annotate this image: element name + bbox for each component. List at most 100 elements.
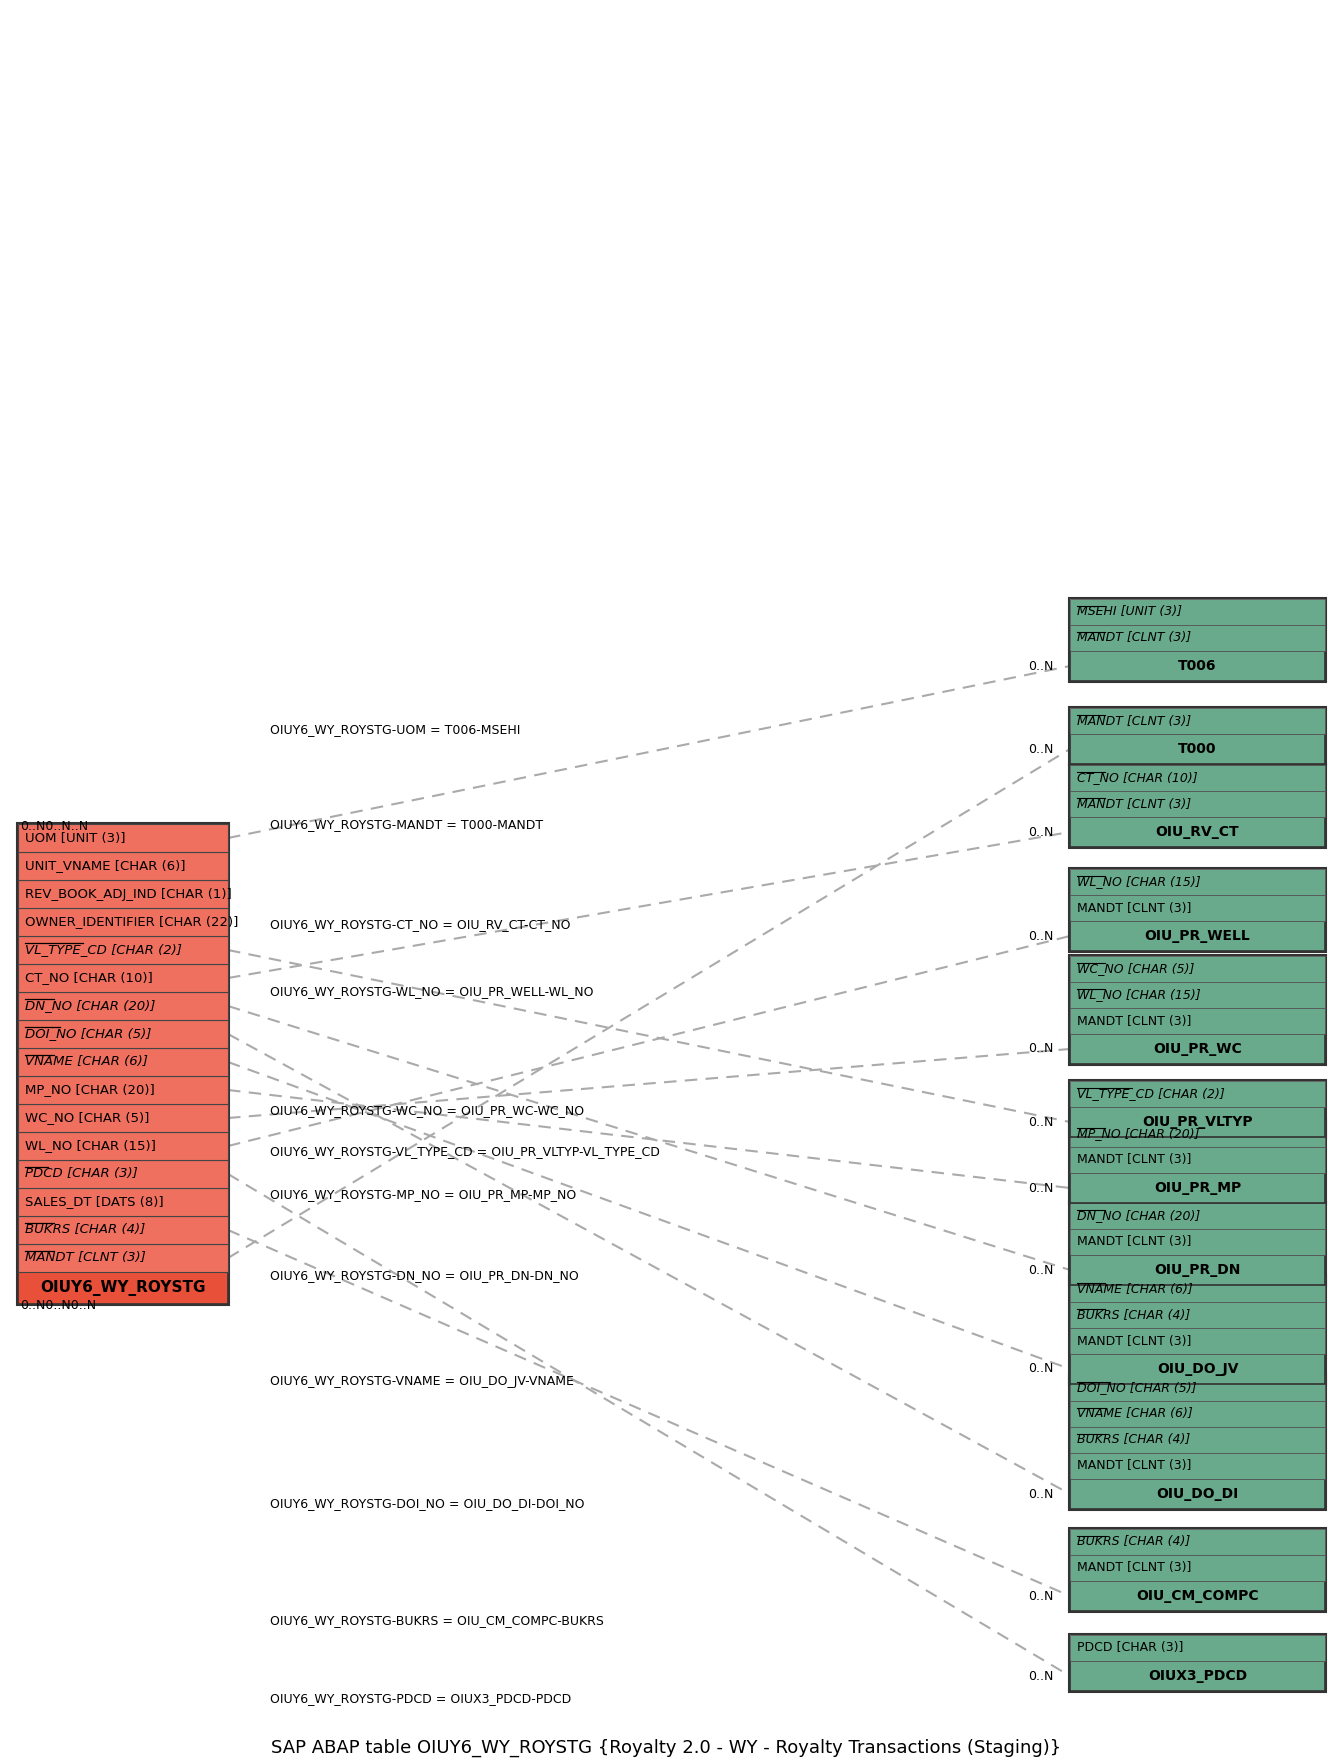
Text: DN_NO [CHAR (20)]: DN_NO [CHAR (20)] <box>1077 1210 1200 1223</box>
Bar <box>1069 955 1326 1064</box>
Bar <box>1070 816 1325 848</box>
Bar <box>1070 1147 1325 1173</box>
Bar <box>19 1020 228 1048</box>
Text: PDCD [CHAR (3)]: PDCD [CHAR (3)] <box>25 1168 137 1180</box>
Text: SALES_DT [DATS (8)]: SALES_DT [DATS (8)] <box>25 1196 164 1208</box>
Text: PDCD [CHAR (3)]: PDCD [CHAR (3)] <box>1077 1641 1184 1655</box>
Text: DOI_NO [CHAR (5)]: DOI_NO [CHAR (5)] <box>1077 1381 1197 1395</box>
Bar <box>1070 792 1325 816</box>
Text: 0..N: 0..N <box>1028 1043 1053 1055</box>
Text: MANDT [CLNT (3)]: MANDT [CLNT (3)] <box>25 1251 145 1265</box>
Text: WL_NO [CHAR (15)]: WL_NO [CHAR (15)] <box>25 1140 156 1152</box>
Bar <box>19 1272 228 1303</box>
Bar <box>19 908 228 936</box>
Text: 0..N0..N0..N: 0..N0..N0..N <box>20 1298 96 1312</box>
Bar <box>1070 709 1325 734</box>
Text: OIU_RV_CT: OIU_RV_CT <box>1156 825 1240 839</box>
Bar <box>1069 1275 1326 1384</box>
Bar <box>19 1133 228 1159</box>
Text: DOI_NO [CHAR (5)]: DOI_NO [CHAR (5)] <box>25 1027 152 1041</box>
Text: WC_NO [CHAR (5)]: WC_NO [CHAR (5)] <box>1077 962 1194 976</box>
Text: BUKRS [CHAR (4)]: BUKRS [CHAR (4)] <box>1077 1536 1190 1548</box>
Text: WL_NO [CHAR (15)]: WL_NO [CHAR (15)] <box>1077 876 1201 888</box>
Bar <box>1069 1120 1326 1203</box>
Bar <box>1069 1080 1326 1138</box>
Bar <box>1070 1660 1325 1690</box>
Bar <box>1070 1453 1325 1479</box>
Text: OIU_DO_JV: OIU_DO_JV <box>1157 1361 1238 1376</box>
Text: OIUY6_WY_ROYSTG-MP_NO = OIU_PR_MP-MP_NO: OIUY6_WY_ROYSTG-MP_NO = OIU_PR_MP-MP_NO <box>271 1189 576 1201</box>
Bar <box>1070 1120 1325 1147</box>
Bar <box>1070 600 1325 624</box>
Text: 0..N: 0..N <box>1028 929 1053 943</box>
Bar <box>1070 1173 1325 1203</box>
Text: OIU_PR_WELL: OIU_PR_WELL <box>1145 929 1250 943</box>
Text: 0..N: 0..N <box>1028 1182 1053 1194</box>
Bar <box>1070 765 1325 792</box>
Bar <box>19 1077 228 1105</box>
Text: MP_NO [CHAR (20)]: MP_NO [CHAR (20)] <box>1077 1128 1200 1140</box>
Bar <box>1070 895 1325 922</box>
Text: MSEHI [UNIT (3)]: MSEHI [UNIT (3)] <box>1077 605 1182 619</box>
Text: T000: T000 <box>1178 742 1217 756</box>
Bar <box>19 936 228 964</box>
Bar <box>19 1105 228 1133</box>
Text: VNAME [CHAR (6)]: VNAME [CHAR (6)] <box>1077 1282 1193 1295</box>
Text: WL_NO [CHAR (15)]: WL_NO [CHAR (15)] <box>1077 989 1201 1001</box>
Bar <box>1070 1203 1325 1230</box>
Text: OIUY6_WY_ROYSTG-WC_NO = OIU_PR_WC-WC_NO: OIUY6_WY_ROYSTG-WC_NO = OIU_PR_WC-WC_NO <box>271 1105 584 1117</box>
Text: 0..N: 0..N <box>1028 660 1053 672</box>
Text: MANDT [CLNT (3)]: MANDT [CLNT (3)] <box>1077 631 1192 644</box>
Bar <box>1070 1034 1325 1064</box>
Bar <box>1069 598 1326 682</box>
Text: 0..N: 0..N <box>1028 1488 1053 1500</box>
Bar <box>1070 955 1325 982</box>
Bar <box>1070 1254 1325 1286</box>
Text: 0..N0..N..N: 0..N0..N..N <box>20 820 88 834</box>
Bar <box>19 1244 228 1272</box>
Bar <box>1070 1230 1325 1254</box>
Text: OIU_PR_DN: OIU_PR_DN <box>1154 1263 1241 1277</box>
Text: OIU_CM_COMPC: OIU_CM_COMPC <box>1136 1588 1258 1602</box>
Text: T006: T006 <box>1178 660 1217 674</box>
Text: OIUY6_WY_ROYSTG-VNAME = OIU_DO_JV-VNAME: OIUY6_WY_ROYSTG-VNAME = OIU_DO_JV-VNAME <box>271 1374 575 1388</box>
Bar <box>1070 1479 1325 1509</box>
Text: MANDT [CLNT (3)]: MANDT [CLNT (3)] <box>1077 1562 1192 1574</box>
Bar <box>1069 1634 1326 1692</box>
Bar <box>19 992 228 1020</box>
Text: BUKRS [CHAR (4)]: BUKRS [CHAR (4)] <box>25 1224 145 1237</box>
Text: CT_NO [CHAR (10)]: CT_NO [CHAR (10)] <box>25 971 153 985</box>
Text: OWNER_IDENTIFIER [CHAR (22)]: OWNER_IDENTIFIER [CHAR (22)] <box>25 915 239 929</box>
Text: BUKRS [CHAR (4)]: BUKRS [CHAR (4)] <box>1077 1434 1190 1446</box>
Text: OIUY6_WY_ROYSTG-VL_TYPE_CD = OIU_PR_VLTYP-VL_TYPE_CD: OIUY6_WY_ROYSTG-VL_TYPE_CD = OIU_PR_VLTY… <box>271 1145 660 1159</box>
Bar <box>17 823 229 1305</box>
Text: 0..N: 0..N <box>1028 825 1053 839</box>
Text: MANDT [CLNT (3)]: MANDT [CLNT (3)] <box>1077 1460 1192 1472</box>
Bar <box>19 851 228 880</box>
Bar <box>1070 624 1325 651</box>
Text: MANDT [CLNT (3)]: MANDT [CLNT (3)] <box>1077 1015 1192 1027</box>
Bar <box>1070 651 1325 681</box>
Text: 0..N: 0..N <box>1028 742 1053 756</box>
Text: OIU_DO_DI: OIU_DO_DI <box>1156 1486 1238 1500</box>
Text: VNAME [CHAR (6)]: VNAME [CHAR (6)] <box>1077 1407 1193 1421</box>
Bar <box>19 1215 228 1244</box>
Text: MANDT [CLNT (3)]: MANDT [CLNT (3)] <box>1077 1335 1192 1347</box>
Text: WC_NO [CHAR (5)]: WC_NO [CHAR (5)] <box>25 1112 149 1124</box>
Text: OIUY6_WY_ROYSTG-MANDT = T000-MANDT: OIUY6_WY_ROYSTG-MANDT = T000-MANDT <box>271 818 543 832</box>
Bar <box>1070 1555 1325 1581</box>
Bar <box>1069 1529 1326 1611</box>
Bar <box>19 880 228 908</box>
Bar <box>1070 1275 1325 1302</box>
Bar <box>1069 763 1326 848</box>
Text: 0..N: 0..N <box>1028 1115 1053 1129</box>
Text: OIU_PR_VLTYP: OIU_PR_VLTYP <box>1142 1115 1253 1129</box>
Bar <box>1070 1354 1325 1384</box>
Text: 0..N: 0..N <box>1028 1263 1053 1277</box>
Text: OIUY6_WY_ROYSTG: OIUY6_WY_ROYSTG <box>40 1281 205 1296</box>
Text: OIUY6_WY_ROYSTG-PDCD = OIUX3_PDCD-PDCD: OIUY6_WY_ROYSTG-PDCD = OIUX3_PDCD-PDCD <box>271 1692 572 1706</box>
Text: MANDT [CLNT (3)]: MANDT [CLNT (3)] <box>1077 797 1192 811</box>
Bar <box>1070 1106 1325 1136</box>
Bar <box>1070 869 1325 895</box>
Bar <box>1070 1581 1325 1611</box>
